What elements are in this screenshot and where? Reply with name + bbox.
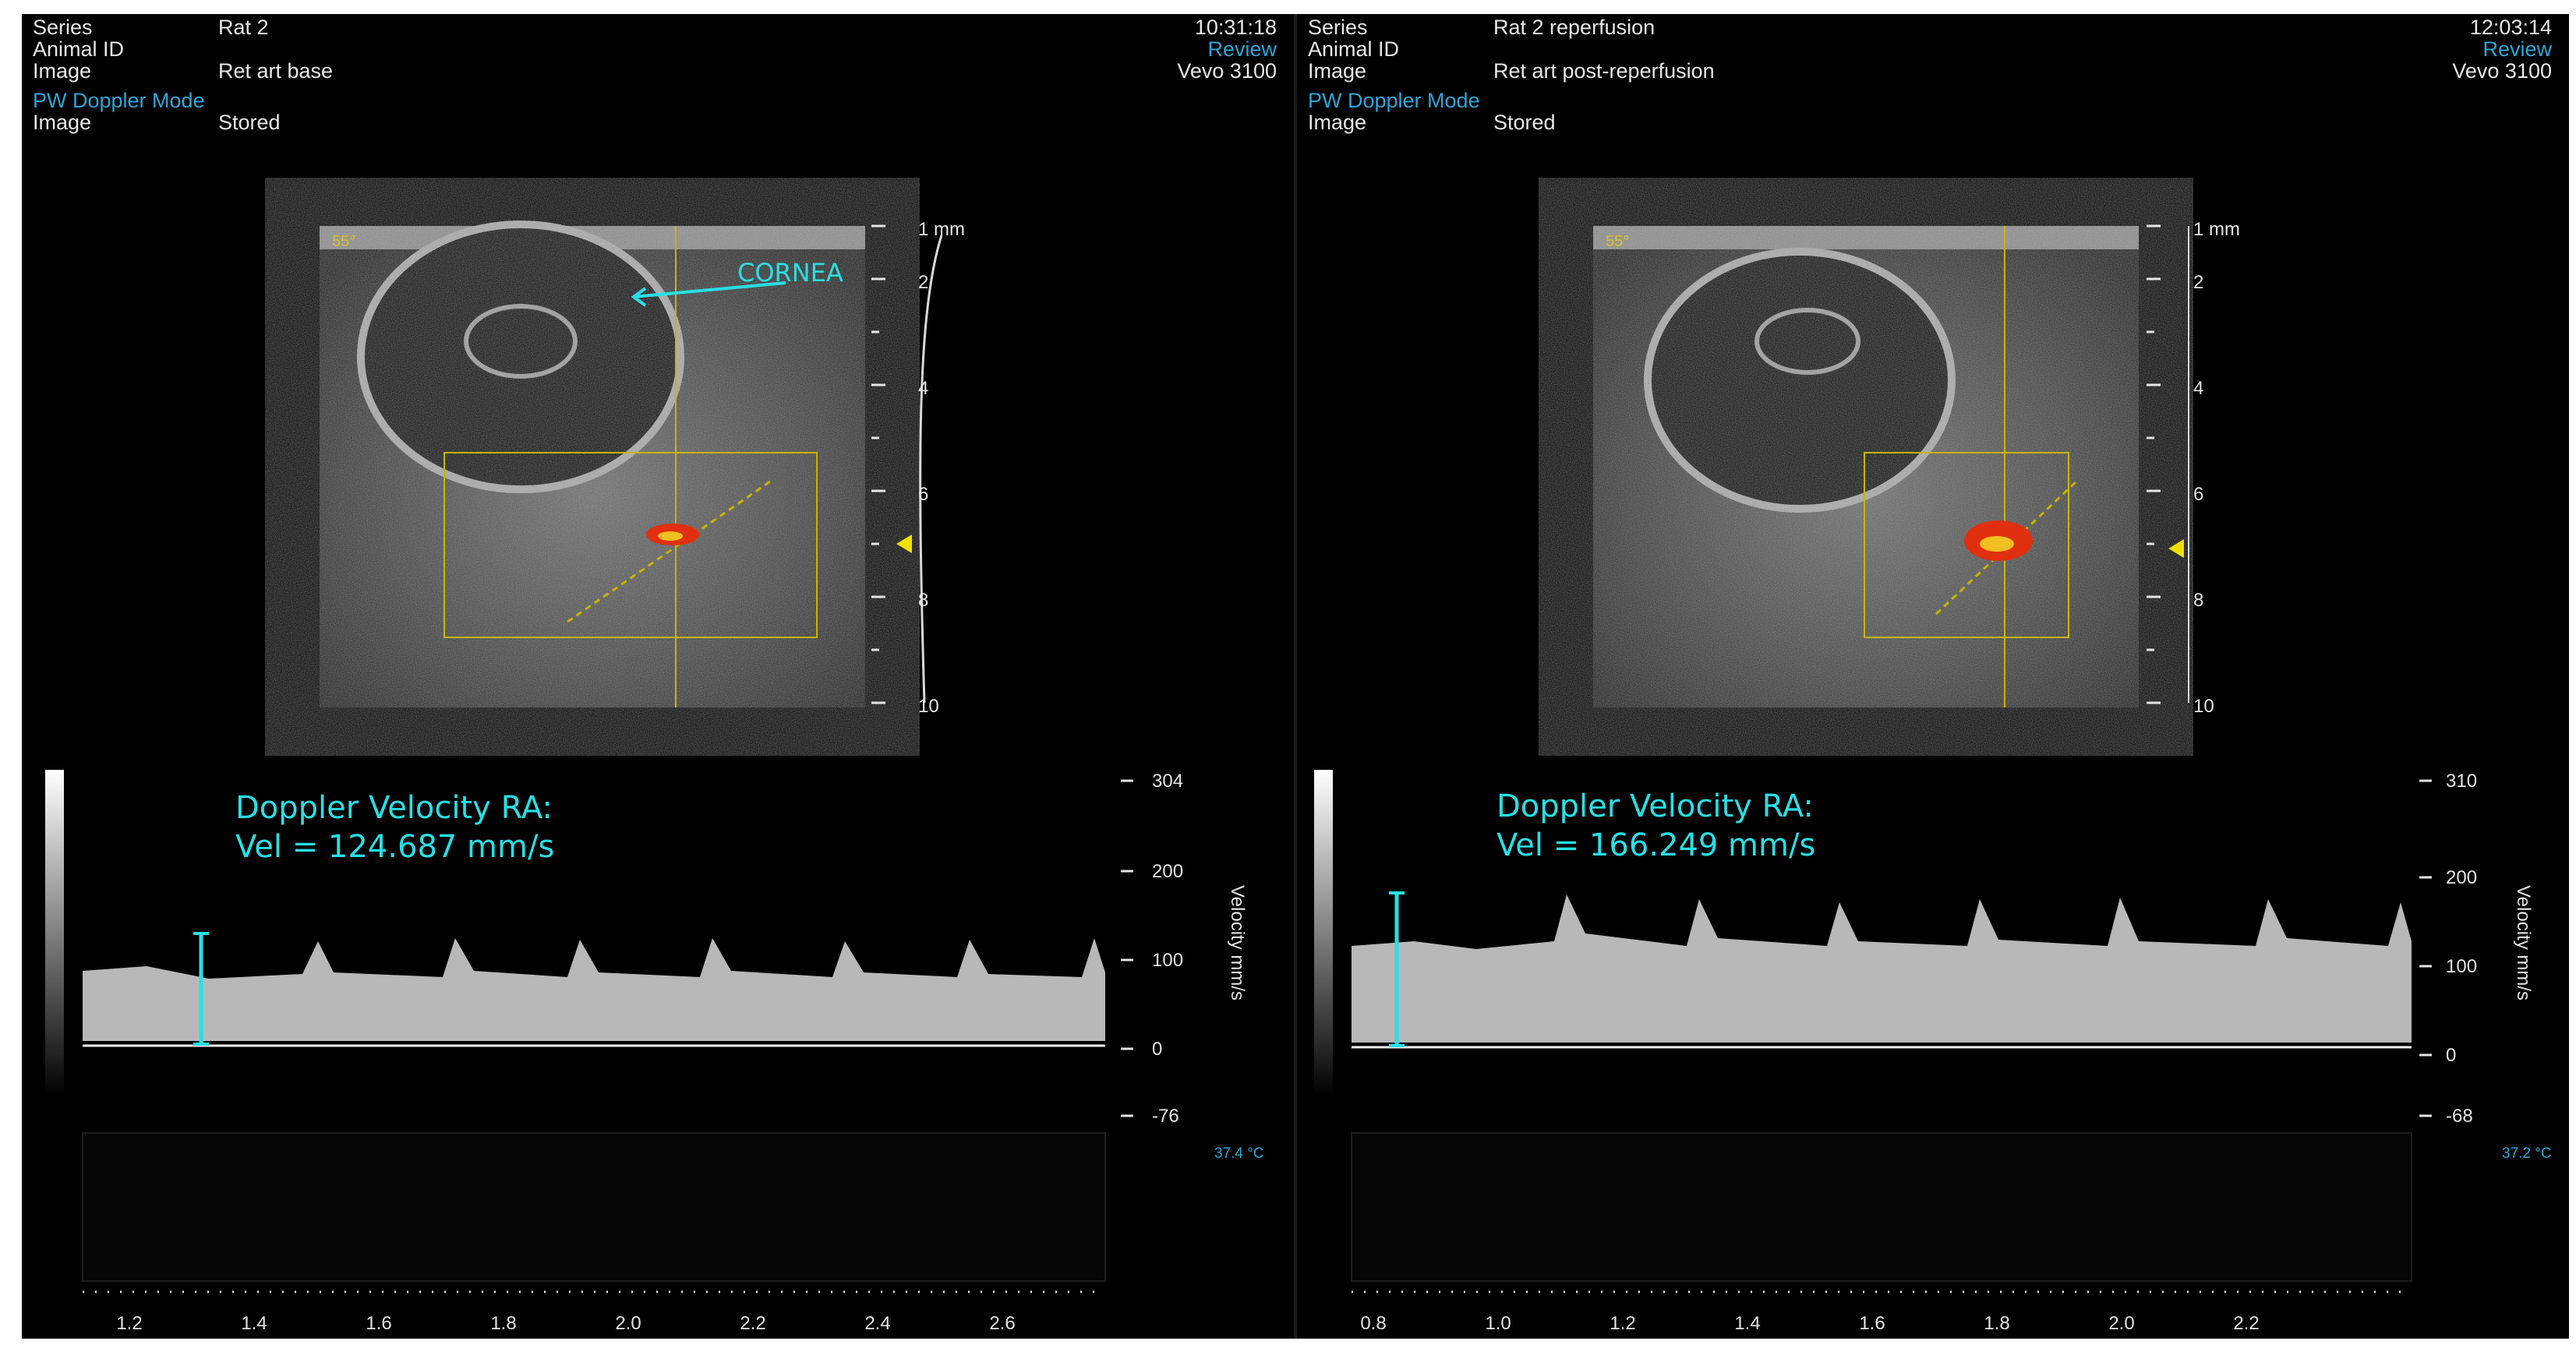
ecg-trace-area xyxy=(82,1132,1106,1282)
velocity-tick: 200 xyxy=(2446,867,2477,888)
timestamp: 10:31:18 xyxy=(1195,16,1277,39)
image2-value: Stored xyxy=(1493,111,1556,134)
series-label: Series xyxy=(1308,16,1368,39)
temperature-readout: 37.2 °C xyxy=(2502,1145,2552,1162)
color-flow-blob xyxy=(646,524,699,545)
depth-tick: 6 xyxy=(918,484,928,505)
time-tick: 2.6 xyxy=(989,1313,1015,1334)
mode-label: PW Doppler Mode xyxy=(33,89,205,112)
device-name: Vevo 3100 xyxy=(1177,59,1277,83)
grayscale-bar xyxy=(1314,770,1333,1097)
velocity-tick: 0 xyxy=(1152,1039,1162,1060)
depth-scale xyxy=(2147,224,2189,704)
image2-label: Image xyxy=(33,111,91,134)
image-value: Ret art post-reperfusion xyxy=(1493,59,1715,83)
image-label: Image xyxy=(1308,59,1366,83)
series-label: Series xyxy=(33,16,93,39)
velocity-axis-label: Velocity mm/s xyxy=(1227,885,1248,1000)
depth-tick: 2 xyxy=(2193,272,2203,293)
device-name: Vevo 3100 xyxy=(2452,59,2552,83)
depth-tick: 8 xyxy=(918,590,928,611)
review-link[interactable]: Review xyxy=(2482,37,2552,61)
time-tick: 2.2 xyxy=(2233,1313,2259,1334)
depth-tick: 4 xyxy=(2193,378,2203,399)
velocity-title: Doppler Velocity RA: xyxy=(1496,789,1814,824)
velocity-value: Vel = 124.687 mm/s xyxy=(235,829,554,865)
doppler-spectrum xyxy=(1352,891,2412,1049)
time-tick: 1.6 xyxy=(1859,1313,1885,1334)
b-mode-image xyxy=(320,221,865,707)
grayscale-bar xyxy=(45,770,64,1097)
angle-label: 55° xyxy=(332,233,355,250)
timestamp: 12:03:14 xyxy=(2470,16,2552,39)
velocity-tick: -68 xyxy=(2446,1106,2473,1127)
image2-value: Stored xyxy=(218,111,281,134)
velocity-value: Vel = 166.249 mm/s xyxy=(1496,827,1815,863)
review-link[interactable]: Review xyxy=(1207,37,1277,61)
time-tick: 1.4 xyxy=(241,1313,267,1334)
angle-label: 55° xyxy=(1606,233,1629,250)
velocity-tick: 200 xyxy=(1152,861,1183,882)
depth-scale xyxy=(871,224,943,704)
depth-tick: 8 xyxy=(2193,590,2203,611)
time-tick: 0.8 xyxy=(1360,1313,1386,1334)
velocity-tick: 304 xyxy=(1152,771,1183,792)
velocity-tick: 100 xyxy=(2446,956,2477,977)
panel-divider xyxy=(1294,14,1297,1339)
focus-marker[interactable] xyxy=(2168,539,2184,558)
time-tick: 1.4 xyxy=(1734,1313,1760,1334)
ultrasound-panel-right: Series Rat 2 reperfusion Animal ID Image… xyxy=(1297,14,2569,1339)
time-tick: 2.4 xyxy=(864,1313,890,1334)
time-tick: 1.8 xyxy=(1984,1313,2009,1334)
time-tick: 1.2 xyxy=(116,1313,142,1334)
time-tick: 2.2 xyxy=(740,1313,765,1334)
depth-tick: 10 xyxy=(918,696,939,717)
depth-tick: 2 xyxy=(918,272,928,293)
time-tick: 1.2 xyxy=(1610,1313,1635,1334)
cornea-annotation-arrow xyxy=(631,281,786,307)
velocity-tick: 0 xyxy=(2446,1045,2456,1066)
time-tick: 1.8 xyxy=(490,1313,516,1334)
velocity-tick: 100 xyxy=(1152,950,1183,971)
focus-marker[interactable] xyxy=(896,535,912,553)
velocity-axis xyxy=(2419,779,2432,1117)
depth-tick: 10 xyxy=(2193,696,2214,717)
velocity-tick: 310 xyxy=(2446,771,2477,792)
ultrasound-panel-left: Series Rat 2 Animal ID Image Ret art bas… xyxy=(22,14,1294,1339)
velocity-axis-label: Velocity mm/s xyxy=(2513,885,2534,1000)
animal-id-label: Animal ID xyxy=(33,37,124,61)
time-tick: 2.0 xyxy=(2108,1313,2134,1334)
velocity-tick: -76 xyxy=(1152,1106,1179,1127)
mode-label: PW Doppler Mode xyxy=(1308,89,1480,112)
image2-label: Image xyxy=(1308,111,1366,134)
time-tick: 1.0 xyxy=(1485,1313,1511,1334)
depth-unit: 1 mm xyxy=(918,219,965,240)
animal-id-label: Animal ID xyxy=(1308,37,1399,61)
doppler-spectrum xyxy=(83,932,1105,1047)
image-label: Image xyxy=(33,59,91,83)
time-tick: 2.0 xyxy=(615,1313,641,1334)
color-flow-blob xyxy=(1964,520,2033,561)
series-value: Rat 2 xyxy=(218,16,269,39)
time-tick: 1.6 xyxy=(366,1313,391,1334)
doppler-sample-box xyxy=(443,226,818,707)
temperature-readout: 37.4 °C xyxy=(1214,1145,1264,1162)
depth-tick: 6 xyxy=(2193,484,2203,505)
series-value: Rat 2 reperfusion xyxy=(1493,16,1655,39)
b-mode-image xyxy=(1593,226,2139,707)
ecg-trace-area xyxy=(1351,1132,2412,1282)
velocity-title: Doppler Velocity RA: xyxy=(235,790,553,826)
depth-tick: 4 xyxy=(918,378,928,399)
doppler-sample-box xyxy=(1864,226,2078,707)
velocity-axis xyxy=(1121,779,1133,1117)
cornea-label: CORNEA xyxy=(737,258,843,288)
image-value: Ret art base xyxy=(218,59,333,83)
depth-unit: 1 mm xyxy=(2193,219,2240,240)
